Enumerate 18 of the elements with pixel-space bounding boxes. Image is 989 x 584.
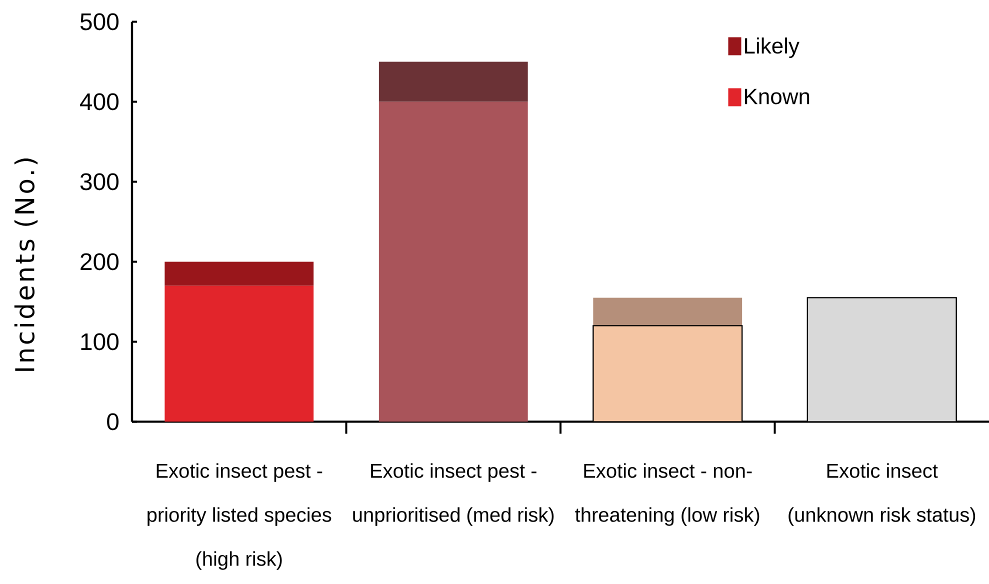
y-tick-label: 300 [80,173,119,190]
y-tick-label: 0 [107,413,119,430]
y-axis-title: Incidents (No.) [14,158,38,371]
category-label: Exotic insect - non-threatening (low risk) [575,463,760,526]
category-label: Exotic insect pest - unprioritised (med risk) [353,463,554,526]
category-label: Exotic insect pest - priority listed species (high risk) [148,463,332,570]
y-tick-label: 400 [80,93,119,110]
bar [593,298,742,326]
y-tick-label: 200 [80,253,119,270]
category-label: Exotic insect (unknown risk status) [788,463,976,526]
bar [164,286,314,422]
bar [378,62,528,102]
y-tick-label: 500 [80,13,119,30]
bar [378,102,528,422]
bar [164,262,314,286]
legend-label: Known [745,88,810,104]
legend-label: Likely [745,38,800,58]
y-tick-label: 100 [81,333,119,350]
